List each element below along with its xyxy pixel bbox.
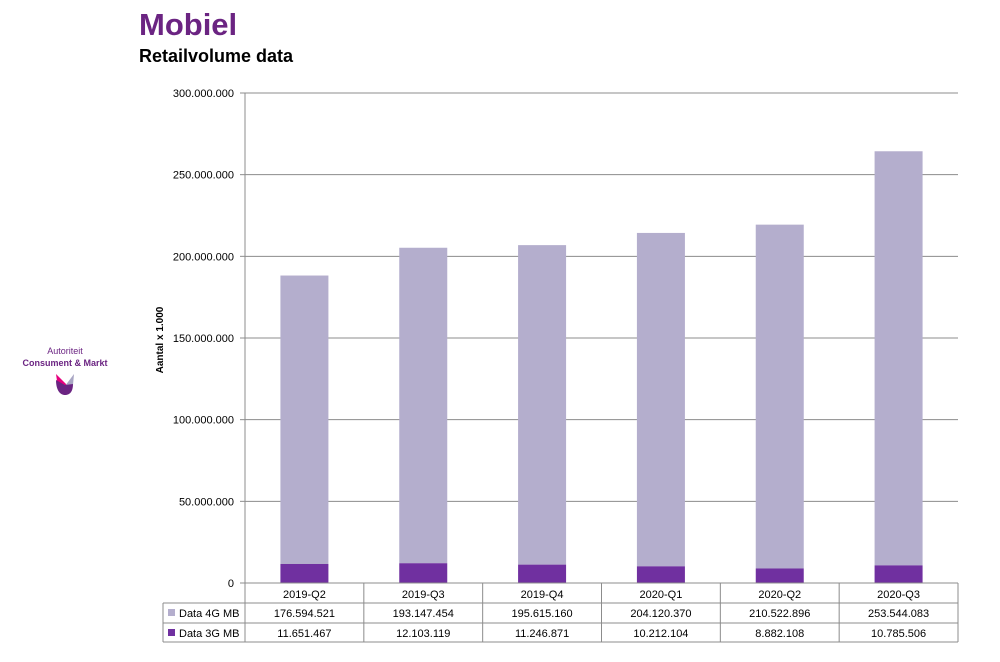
legend-swatch [168, 629, 175, 636]
bar-4g [280, 275, 329, 564]
y-tick-label: 0 [228, 578, 234, 590]
x-category-label: 2020-Q2 [758, 589, 801, 601]
y-tick-label: 200.000.000 [173, 251, 234, 263]
x-category-label: 2019-Q3 [402, 589, 445, 601]
y-tick-label: 100.000.000 [173, 415, 234, 427]
bar-3g [280, 563, 329, 583]
table-value: 253.544.083 [868, 608, 929, 620]
table-value: 204.120.370 [630, 608, 691, 620]
legend-label: Data 4G MB [179, 608, 240, 620]
logo-line-2: Consument & Markt [22, 358, 108, 368]
x-category-label: 2019-Q2 [283, 589, 326, 601]
table-value: 10.212.104 [633, 628, 688, 640]
bar-4g [755, 224, 804, 569]
table-value: 12.103.119 [396, 628, 450, 640]
table-value: 11.651.467 [277, 628, 331, 640]
y-tick-label: 50.000.000 [179, 496, 234, 508]
table-value: 195.615.160 [511, 608, 572, 620]
bar-3g [874, 565, 923, 583]
y-tick-label: 150.000.000 [173, 333, 234, 345]
y-tick-label: 300.000.000 [173, 88, 234, 100]
x-category-label: 2020-Q3 [877, 589, 920, 601]
bar-4g [399, 247, 448, 564]
page-subtitle: Retailvolume data [139, 46, 294, 66]
bar-3g [755, 568, 804, 583]
bar-3g [636, 566, 685, 583]
y-tick-label: 250.000.000 [173, 170, 234, 182]
bar-4g [874, 151, 923, 566]
table-value: 8.882.108 [755, 628, 804, 640]
legend-swatch [168, 609, 175, 616]
table-value: 11.246.871 [515, 628, 569, 640]
bar-4g [636, 232, 685, 567]
legend-label: Data 3G MB [179, 628, 240, 640]
logo-line-1: Autoriteit [47, 346, 83, 356]
table-value: 176.594.521 [274, 608, 335, 620]
x-category-label: 2020-Q1 [640, 589, 683, 601]
acm-logo: Autoriteit Consument & Markt [10, 346, 120, 396]
y-axis-title: Aantal x 1.000 [155, 306, 166, 373]
bar-3g [518, 564, 567, 583]
table-value: 10.785.506 [871, 628, 926, 640]
page-title: Mobiel [139, 7, 238, 42]
bar-3g [399, 563, 448, 583]
table-value: 193.147.454 [393, 608, 454, 620]
bar-4g [518, 245, 567, 565]
table-value: 210.522.896 [749, 608, 810, 620]
logo-tulip-icon [56, 374, 74, 395]
x-category-label: 2019-Q4 [521, 589, 564, 601]
